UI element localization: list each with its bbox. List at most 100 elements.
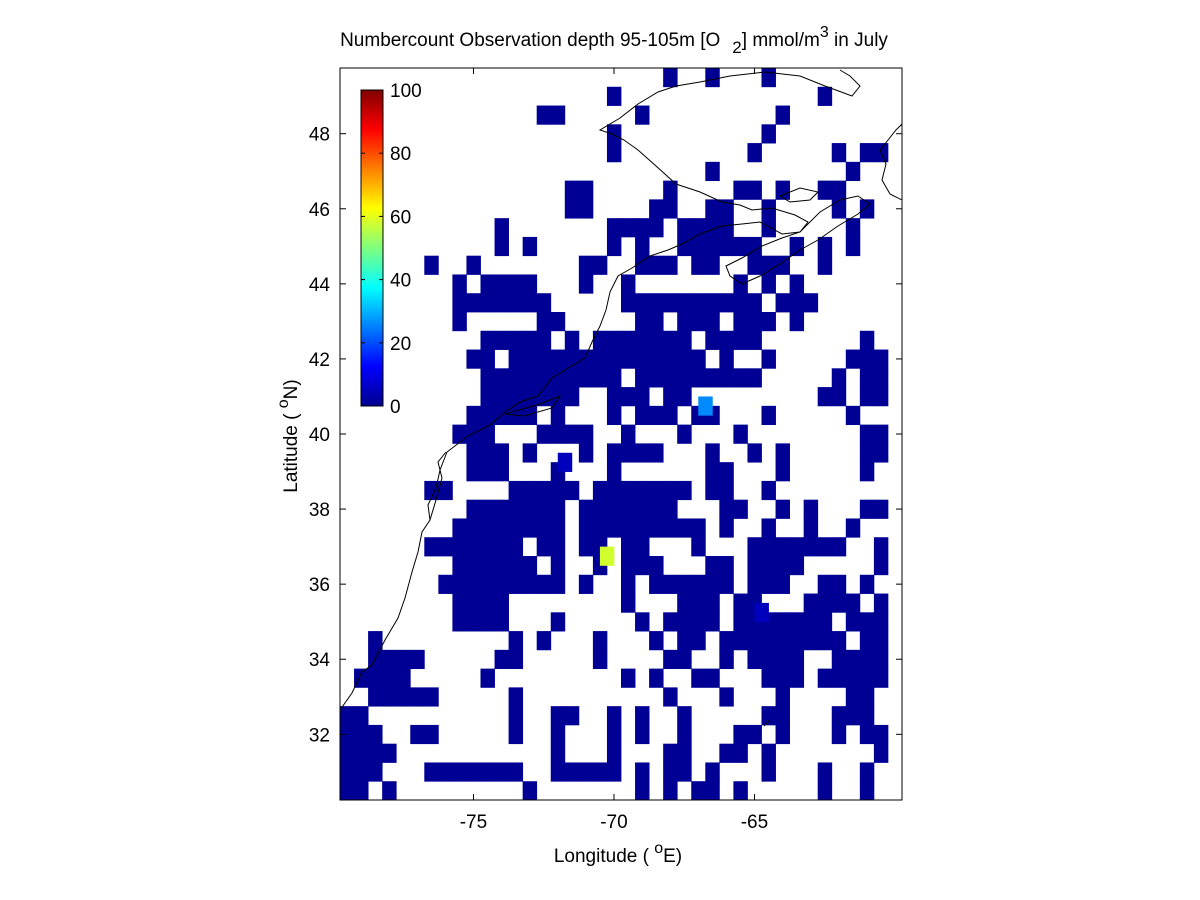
heatmap-cell: [508, 649, 524, 670]
heatmap-cell: [452, 593, 467, 613]
heatmap-cell: [873, 537, 889, 557]
heatmap-cell: [466, 556, 481, 576]
heatmap-cell: [873, 612, 889, 632]
heatmap-cell: [592, 631, 608, 651]
heatmap-cell: [368, 762, 383, 782]
heatmap-cell: [522, 781, 538, 800]
heatmap-cell: [789, 312, 805, 332]
heatmap-cell: [550, 105, 566, 125]
heatmap-cell: [522, 330, 538, 350]
heatmap-cell: [705, 668, 720, 688]
coastline-nova-scotia: [725, 195, 871, 285]
heatmap-cell: [522, 499, 538, 519]
heatmap-cell: [606, 143, 622, 163]
colorbar-tick-label: 40: [390, 271, 411, 292]
heatmap-cell: [550, 556, 566, 576]
heatmap-cell: [775, 105, 790, 125]
heatmap-cell: [677, 518, 692, 538]
heatmap-cell: [761, 68, 776, 88]
heatmap-cell: [845, 668, 861, 688]
heatmap-cell: [480, 443, 495, 463]
heatmap-cell: [578, 762, 594, 782]
y-tick-label: 46: [309, 200, 330, 221]
heatmap-cell: [522, 293, 538, 313]
heatmap-cell: [719, 368, 734, 388]
heatmap-cell: [817, 537, 833, 557]
heatmap-cell: [508, 480, 524, 501]
heatmap-cell: [354, 706, 369, 726]
heatmap-cell: [635, 405, 650, 426]
heatmap-cell: [747, 724, 762, 745]
heatmap-cell: [550, 706, 566, 726]
heatmap-cell: [564, 480, 580, 501]
heatmap-cell: [621, 293, 636, 313]
heatmap-cell: [719, 293, 734, 313]
heatmap-cell: [606, 443, 622, 463]
heatmap-cell: [845, 405, 861, 426]
heatmap-cell: [831, 143, 847, 163]
heatmap-cell: [789, 537, 805, 557]
heatmap-cell: [536, 424, 552, 444]
heatmap-cell: [606, 124, 622, 144]
heatmap-cell: [705, 612, 720, 632]
heatmap-cell: [508, 537, 524, 557]
heatmap-cell: [621, 330, 636, 350]
heatmap-cell: [845, 218, 861, 238]
heatmap-cell: [747, 255, 762, 275]
heatmap-cell: [466, 499, 481, 519]
heatmap-cell: [536, 293, 552, 313]
heatmap-cell: [873, 443, 889, 463]
heatmap-cell: [691, 255, 706, 275]
heatmap-cell: [354, 668, 369, 688]
heatmap-cell: [803, 537, 819, 557]
heatmap-cell: [663, 687, 678, 707]
heatmap-cell: [733, 330, 748, 350]
heatmap-cell: [663, 405, 678, 426]
heatmap-cell: [761, 574, 776, 594]
heatmap-cell: [649, 668, 664, 688]
heatmap-cell: [719, 462, 734, 482]
heatmap-cell: [635, 781, 650, 800]
heatmap-cell: [424, 255, 439, 275]
heatmap-cell: [789, 236, 805, 257]
heatmap-cell: [508, 368, 524, 388]
heatmap-cell: [677, 631, 692, 651]
heatmap-cell: [663, 68, 678, 88]
heatmap-cell: [859, 668, 875, 688]
heatmap-cell: [733, 424, 748, 444]
heatmap-cell: [635, 556, 650, 576]
heatmap-cell: [747, 143, 762, 163]
heatmap-cell: [649, 574, 664, 594]
heatmap-cell: [663, 574, 678, 594]
heatmap-cell: [592, 330, 608, 350]
heatmap-cell: [649, 368, 664, 388]
heatmap-cell: [424, 687, 439, 707]
heatmap-cell: [733, 499, 748, 519]
heatmap-cell: [635, 724, 650, 745]
heatmap-cell: [761, 518, 776, 538]
coastline: [340, 69, 902, 727]
x-axis-label-superscript: o: [654, 840, 663, 857]
heatmap-cell: [677, 724, 692, 745]
heatmap-cell: [663, 293, 678, 313]
heatmap-cell: [452, 424, 467, 444]
heatmap-cell: [691, 312, 706, 332]
heatmap-cell: [494, 537, 509, 557]
heatmap-cell: [831, 631, 847, 651]
heatmap-cell: [775, 706, 790, 726]
heatmap-cell: [705, 293, 720, 313]
heatmap-cell: [480, 499, 495, 519]
heatmap-cell: [578, 518, 594, 538]
heatmap-cell: [466, 293, 481, 313]
heatmap-cell: [564, 330, 580, 350]
heatmap-cell: [845, 612, 861, 632]
heatmap-cell: [663, 781, 678, 800]
heatmap-cell: [845, 593, 861, 613]
heatmap-cell: [480, 368, 495, 388]
heatmap-cell: [663, 180, 678, 200]
heatmap-cell: [817, 236, 833, 257]
heatmap-cell: [859, 687, 875, 707]
heatmap-cell: [621, 443, 636, 463]
heatmap-cell: [494, 499, 509, 519]
heatmap-cell: [635, 762, 650, 782]
